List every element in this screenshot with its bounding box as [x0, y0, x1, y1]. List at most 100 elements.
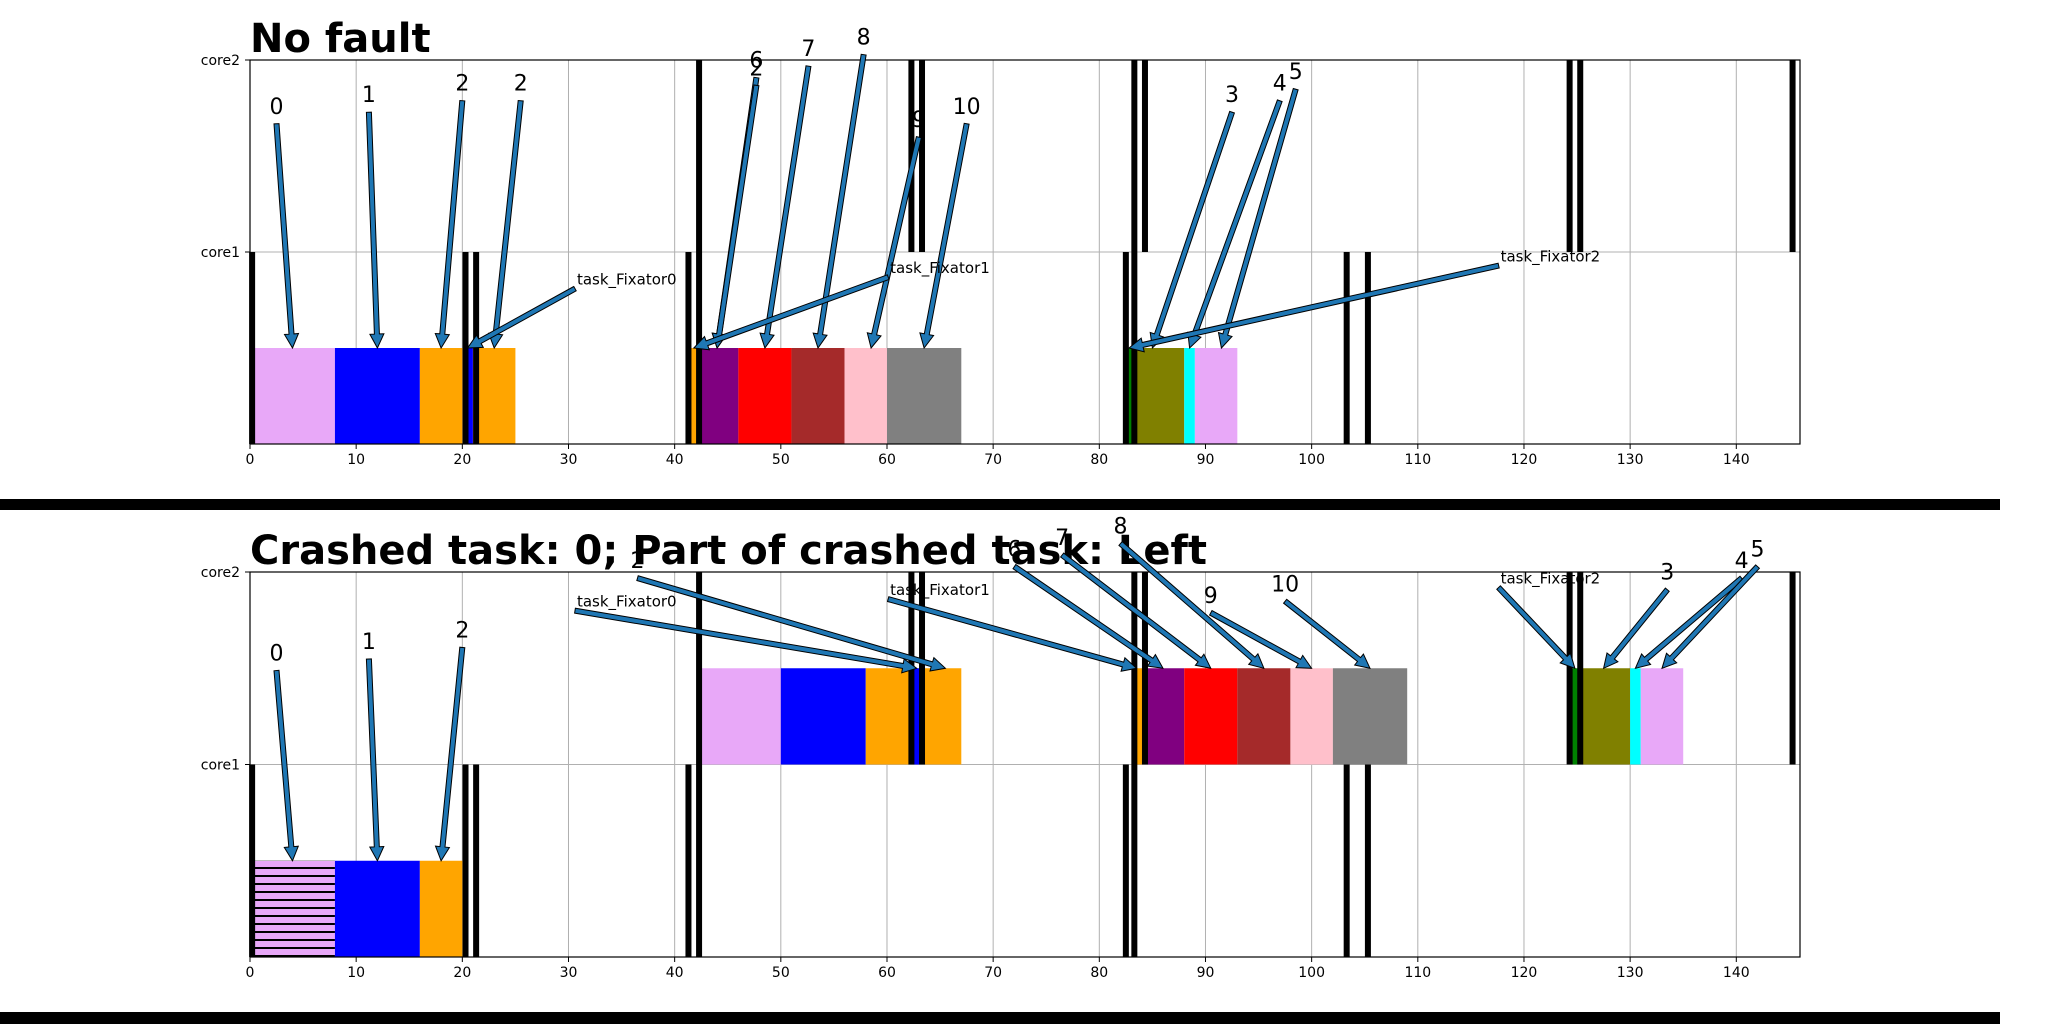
period-marker [462, 252, 469, 444]
x-tick-label: 10 [347, 965, 365, 981]
annotation-label: 3 [1660, 561, 1674, 586]
x-tick-label: 50 [772, 965, 790, 981]
task-bar [780, 668, 866, 765]
period-marker [919, 572, 926, 765]
task-bar [1630, 668, 1641, 765]
x-tick-label: 60 [878, 965, 896, 981]
annotation-arrow [1208, 609, 1313, 669]
annotation-label: 5 [1289, 60, 1303, 85]
task-bar [1134, 348, 1185, 444]
bottom-border-bar [0, 1012, 2000, 1024]
annotation-label: task_Fixator1 [890, 581, 990, 600]
task-bar [1580, 668, 1631, 765]
task-bar [419, 860, 463, 957]
annotation-label: 1 [362, 83, 376, 108]
annotation-arrow [434, 646, 466, 862]
period-marker [696, 60, 703, 252]
period-marker [1131, 764, 1138, 957]
annotation-label: 2 [749, 56, 763, 81]
period-marker [1577, 60, 1584, 252]
annotation-arrow [273, 669, 300, 862]
task-bar [1332, 668, 1408, 765]
annotation-arrow [1217, 87, 1299, 350]
x-tick-label: 120 [1511, 965, 1538, 981]
annotation-label: task_Fixator2 [1501, 570, 1601, 589]
core-label: core1 [201, 245, 240, 261]
period-marker [1122, 252, 1129, 444]
task-bar [465, 348, 473, 444]
x-tick-label: 120 [1511, 452, 1538, 468]
core-label: core1 [201, 758, 240, 774]
annotation-arrow [365, 111, 385, 350]
annotation-label: task_Fixator2 [1501, 248, 1601, 267]
annotation-label: 3 [1225, 83, 1239, 108]
annotation-label: 4 [1273, 72, 1287, 97]
period-marker [473, 764, 480, 957]
panel-separator-bar [0, 499, 2000, 510]
period-marker [1566, 572, 1573, 765]
x-tick-label: 130 [1617, 452, 1644, 468]
task-bar [1237, 668, 1291, 765]
annotation-label: task_Fixator0 [577, 593, 677, 612]
period-marker [908, 60, 915, 252]
annotation-arrow [636, 575, 947, 672]
task-bar [1184, 668, 1238, 765]
task-bar [690, 348, 700, 444]
annotation-arrow [1496, 585, 1576, 670]
task-bar [334, 860, 420, 957]
annotation-arrow [886, 596, 1138, 672]
period-marker [1122, 764, 1129, 957]
period-marker [1343, 252, 1350, 444]
annotation-arrow [1282, 598, 1371, 669]
period-marker [696, 764, 703, 957]
task-bar [886, 348, 962, 444]
x-tick-label: 10 [347, 452, 365, 468]
task-bar [1144, 668, 1185, 765]
task-bar [865, 668, 912, 765]
annotation-label: 2 [455, 72, 469, 97]
annotation-arrow [1127, 262, 1500, 353]
annotation-arrow [1012, 563, 1164, 669]
x-tick-label: 110 [1404, 452, 1431, 468]
annotation-arrow [1118, 540, 1265, 670]
annotation-arrow [1059, 552, 1212, 669]
x-tick-label: 20 [453, 965, 471, 981]
period-marker [1364, 252, 1371, 444]
annotation-arrow [1634, 575, 1744, 670]
annotation-label: 6 [749, 49, 763, 74]
period-marker [1141, 572, 1148, 765]
task-bar [1194, 348, 1238, 444]
task-bar [922, 668, 962, 765]
task-bar [738, 348, 792, 444]
x-tick-label: 100 [1298, 452, 1325, 468]
x-tick-label: 110 [1404, 965, 1431, 981]
period-marker [1789, 60, 1796, 252]
task-bar [250, 860, 335, 957]
task-bar [250, 348, 335, 444]
period-marker [1364, 764, 1371, 957]
task-bar [1640, 668, 1684, 765]
annotation-label: task_Fixator0 [577, 271, 677, 290]
period-marker [249, 252, 256, 444]
task-bar [699, 348, 739, 444]
x-tick-label: 40 [666, 452, 684, 468]
task-bar [1184, 348, 1195, 444]
task-bar [844, 348, 887, 444]
annotation-label: 5 [1751, 538, 1765, 563]
annotation-label: 7 [1055, 526, 1069, 551]
annotation-label: 7 [801, 37, 815, 62]
task-bar [911, 668, 923, 765]
annotation-arrow [273, 123, 300, 350]
x-tick-label: 80 [1090, 965, 1108, 981]
x-tick-label: 100 [1298, 965, 1325, 981]
x-tick-label: 50 [772, 452, 790, 468]
core-label: core2 [201, 53, 240, 69]
annotation-label: 9 [1204, 584, 1218, 609]
annotation-arrow [365, 658, 385, 862]
annotation-arrow [919, 122, 970, 350]
task-bar [1125, 348, 1135, 444]
annotation-label: 0 [270, 95, 284, 120]
period-marker [1789, 572, 1796, 765]
period-marker [1131, 60, 1138, 252]
